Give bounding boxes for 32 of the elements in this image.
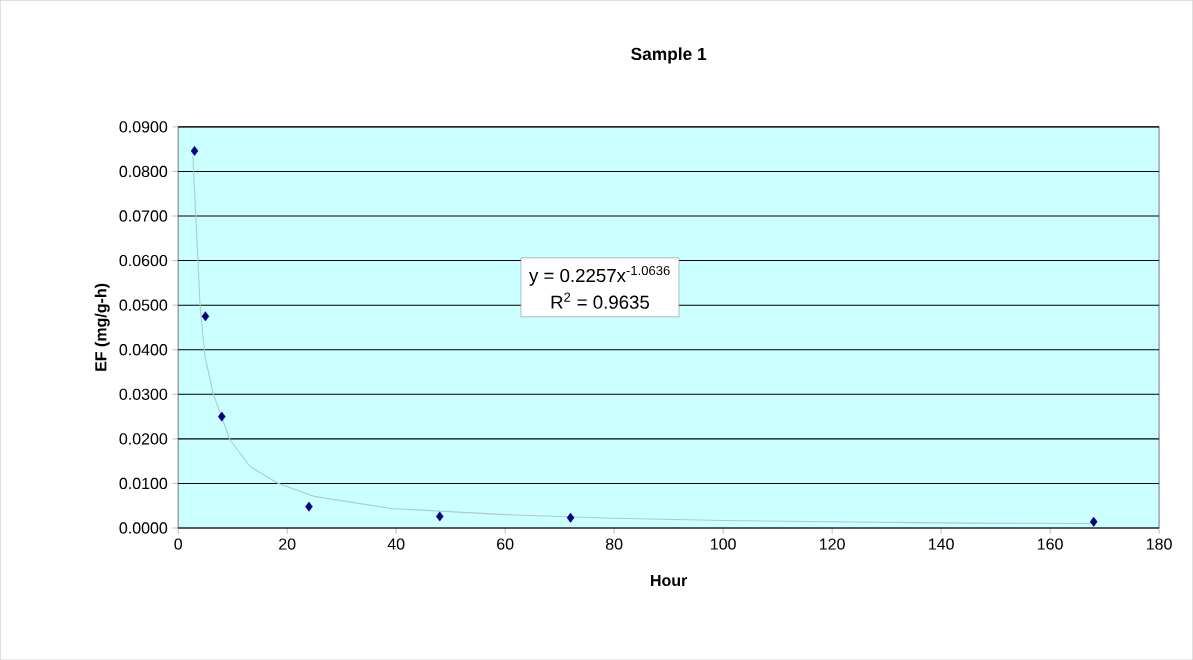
point xyxy=(201,311,210,322)
x-axis-title: Hour xyxy=(651,574,688,586)
annotation: R$^{2}$ = 0.9635 xyxy=(551,292,650,309)
y-axis-title: EF (mg/g-h) xyxy=(94,283,110,371)
x-tick-label: 100 xyxy=(711,538,736,550)
y-tick-label: 0.0500 xyxy=(119,299,168,311)
point xyxy=(566,512,575,523)
y-tick-label: 0.0400 xyxy=(119,343,168,356)
y-tick-label: 0.0000 xyxy=(119,522,168,534)
x-tick-label: 120 xyxy=(819,538,845,550)
x-tick-label: 0 xyxy=(174,538,183,550)
point xyxy=(1089,516,1098,527)
point xyxy=(305,501,313,512)
chart-title: Sample 1 xyxy=(631,47,707,64)
y-tick-label: 0.0900 xyxy=(119,121,168,133)
y-tick-label: 0.0800 xyxy=(119,165,168,177)
annotation: y = 0.2257x$^{-1.0636}$ xyxy=(529,265,670,286)
y-tick-label: 0.0100 xyxy=(119,477,168,489)
y-tick-label: 0.0700 xyxy=(119,210,168,222)
x-tick-label: 180 xyxy=(1146,538,1172,550)
point xyxy=(218,411,226,422)
x-tick-label: 60 xyxy=(497,538,514,550)
x-tick-label: 20 xyxy=(279,538,296,550)
x-tick-label: 40 xyxy=(387,538,405,550)
x-tick-label: 160 xyxy=(1037,538,1063,550)
point xyxy=(190,145,199,156)
y-tick-label: 0.0200 xyxy=(119,433,168,445)
x-tick-label: 140 xyxy=(928,538,954,550)
x-tick-label: 80 xyxy=(605,538,623,550)
point xyxy=(435,511,444,522)
y-tick-label: 0.0600 xyxy=(119,254,168,267)
y-tick-label: 0.0300 xyxy=(119,388,168,400)
